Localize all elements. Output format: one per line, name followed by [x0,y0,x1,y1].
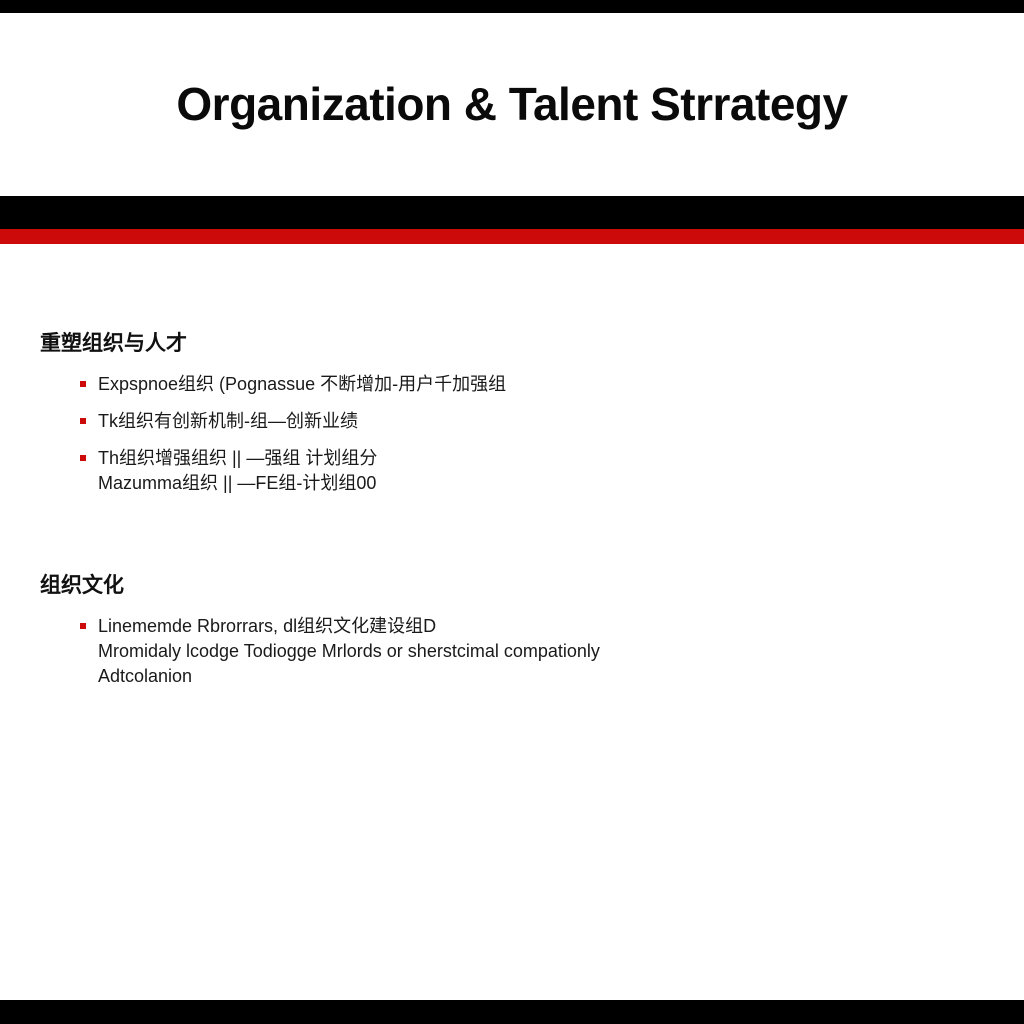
bullet-list: Linememde Rbrorrars, dl组织文化建设组D Mromidal… [40,614,984,689]
list-item: Linememde Rbrorrars, dl组织文化建设组D Mromidal… [40,614,984,689]
square-bullet-icon [80,623,86,629]
bullet-text: Expspnoe组织 (Pognassue 不断增加-用户千加强组 [98,374,507,394]
list-item: Th组织增强组织 || —强组 计划组分 Mazumma组织 || —FE组-计… [40,446,984,496]
square-bullet-icon [80,381,86,387]
header-band-red [0,229,1024,244]
list-item: Expspnoe组织 (Pognassue 不断增加-用户千加强组 [40,372,984,397]
bullet-text-continued: Mazumma组织 || —FE组-计划组00 [98,473,377,493]
bottom-border-bar [0,1000,1024,1024]
section-organization: 重塑组织与人才 Expspnoe组织 (Pognassue 不断增加-用户千加强… [40,330,984,508]
list-item: Tk组织有创新机制-组—创新业绩 [40,409,984,434]
bullet-text: Linememde Rbrorrars, dl组织文化建设组D [98,616,437,636]
bullet-list: Expspnoe组织 (Pognassue 不断增加-用户千加强组 Tk组织有创… [40,372,984,496]
bullet-text: Tk组织有创新机制-组—创新业绩 [98,411,358,431]
bullet-text: Th组织增强组织 || —强组 计划组分 [98,448,378,468]
slide-title: Organization & Talent Strrategy [176,78,848,130]
bullet-text-continued: Mromidaly lcodge Todiogge Mrlords or she… [98,641,600,661]
bullet-text-continued: Adtcolanion [98,666,193,686]
section-heading: 重塑组织与人才 [40,332,187,355]
square-bullet-icon [80,455,86,461]
section-culture: 组织文化 Linememde Rbrorrars, dl组织文化建设组D Mro… [40,572,984,701]
top-border-bar [0,0,1024,13]
header-band-black [0,196,1024,229]
section-heading: 组织文化 [40,574,124,597]
square-bullet-icon [80,418,86,424]
